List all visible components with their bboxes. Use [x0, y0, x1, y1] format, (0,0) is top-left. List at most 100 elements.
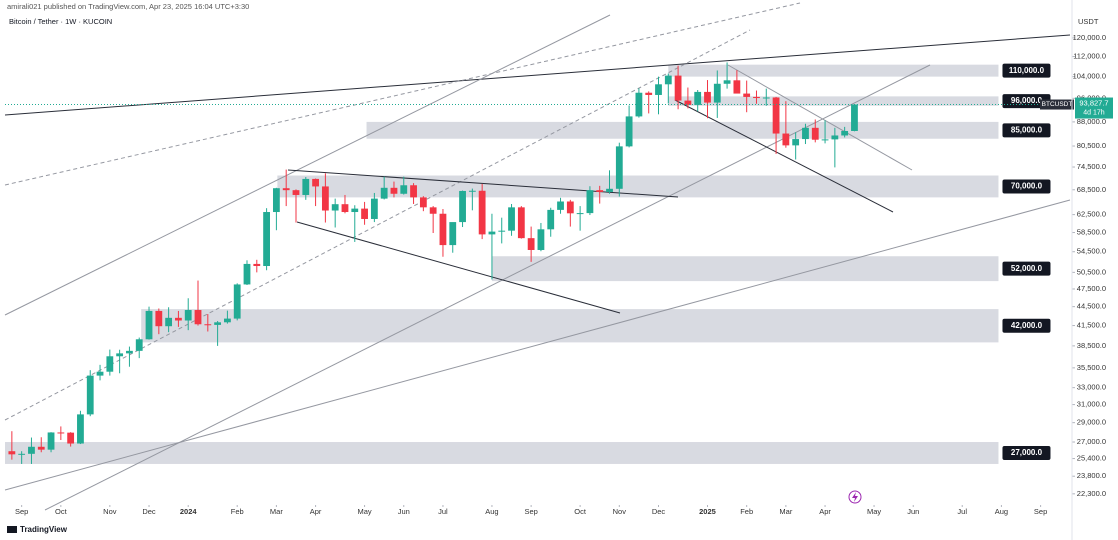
- y-tick-label: 54,500.0: [1077, 247, 1106, 256]
- candle-body: [331, 204, 339, 211]
- event-icon-bolt: [852, 492, 858, 502]
- y-tick-label: 41,500.0: [1077, 321, 1106, 330]
- axes: 120,000.0 112,000.0 104,000.0 96,000.0 88,00…: [5, 33, 1113, 516]
- trend-line: [4, 199, 1071, 491]
- candle-body: [655, 84, 662, 95]
- y-tick-label: 112,000.0: [1073, 52, 1106, 61]
- last-price-symbol-box: [1040, 99, 1074, 110]
- candle-body: [596, 190, 604, 192]
- last-price-label: 93,827.7: [1079, 99, 1108, 108]
- trend-line: [674, 99, 894, 213]
- trend-line: [4, 2, 801, 186]
- candle-body: [410, 185, 417, 198]
- x-tick-label: Feb: [231, 507, 244, 516]
- zone: [668, 96, 999, 106]
- candle-body: [86, 375, 94, 415]
- x-tick-label: May: [357, 507, 371, 516]
- candle-body: [429, 207, 437, 214]
- x-tick-label: Feb: [740, 507, 753, 516]
- x-tick-label: Oct: [55, 507, 68, 516]
- y-tick-label: 47,500.0: [1077, 284, 1106, 293]
- candle-body: [312, 178, 319, 187]
- x-tick-label: 2025: [699, 507, 716, 516]
- candle-body: [704, 91, 711, 103]
- candle-body: [282, 188, 290, 191]
- zone: [491, 256, 999, 282]
- brand-logo: [7, 526, 17, 533]
- x-tick-label: Apr: [819, 507, 831, 516]
- x-tick-label: Jun: [907, 507, 919, 516]
- candle-body: [67, 432, 75, 444]
- y-tick-label: 29,000.0: [1077, 418, 1106, 427]
- level-label: 42,000.0: [1011, 321, 1043, 330]
- candle-body: [713, 83, 721, 103]
- candle-body: [841, 130, 849, 136]
- zone: [366, 121, 999, 139]
- candle-body: [351, 208, 359, 213]
- level-label: 85,000.0: [1011, 125, 1043, 134]
- candle-body: [508, 207, 515, 231]
- level-label-box: [1002, 318, 1051, 333]
- x-tick-label: Jul: [438, 507, 448, 516]
- y-tick-label: 68,500.0: [1077, 185, 1106, 194]
- y-tick-label: 33,000.0: [1077, 383, 1106, 392]
- candle-body: [96, 371, 104, 376]
- candle-body: [243, 263, 251, 285]
- candle-body: [802, 127, 809, 140]
- candle-body: [782, 133, 790, 146]
- x-tick-label: Sep: [1034, 507, 1047, 516]
- candle-body: [811, 127, 819, 140]
- candle-body: [674, 75, 682, 101]
- x-tick-label: Apr: [310, 507, 322, 516]
- x-tick-label: Sep: [524, 507, 537, 516]
- candle-body: [576, 213, 584, 215]
- level-label: 96,000.0: [1011, 96, 1043, 105]
- candle-body: [263, 212, 270, 267]
- candle-body: [126, 350, 133, 354]
- candle-body: [694, 91, 702, 105]
- zone: [5, 442, 999, 464]
- candle-body: [18, 453, 26, 455]
- brand: TradingView: [7, 525, 68, 534]
- candle-body: [615, 146, 623, 189]
- candle-body: [625, 116, 633, 147]
- candle-body: [341, 204, 349, 213]
- candle-body: [57, 432, 65, 434]
- level-label: 27,000.0: [1011, 448, 1043, 457]
- candle-body: [557, 201, 564, 210]
- trend-line: [287, 169, 679, 198]
- x-tick-label: Dec: [142, 507, 156, 516]
- y-tick-label: 23,800.0: [1077, 471, 1106, 480]
- x-tick-label: May: [867, 507, 881, 516]
- candle-body: [459, 190, 466, 223]
- level-label: 52,000.0: [1011, 264, 1043, 273]
- candle-body: [224, 318, 231, 323]
- candle-body: [380, 187, 388, 199]
- y-tick-label: 22,300.0: [1077, 489, 1106, 498]
- candle-body: [204, 324, 212, 326]
- y-tick-label: 38,500.0: [1077, 341, 1106, 350]
- x-tick-label: Mar: [779, 507, 792, 516]
- x-tick-label: Jun: [398, 507, 410, 516]
- level-label: 70,000.0: [1011, 182, 1043, 191]
- level-label-box: [1002, 179, 1051, 194]
- publish-note: amirali021 published on TradingView.com,…: [7, 2, 249, 11]
- candle-body: [361, 208, 368, 219]
- candle-body: [233, 284, 241, 319]
- candle-body: [449, 222, 457, 246]
- level-label-box: [1002, 63, 1051, 78]
- candle-body: [547, 209, 555, 230]
- y-tick-label: 58,500.0: [1077, 228, 1106, 237]
- candle-body: [165, 317, 173, 327]
- x-tick-label: Nov: [103, 507, 117, 516]
- x-tick-label: Nov: [613, 507, 627, 516]
- candle-body: [370, 198, 378, 219]
- candles: [8, 62, 858, 464]
- last-price-countdown: 4d 17h: [1083, 109, 1105, 116]
- level-label-box: [1002, 261, 1051, 276]
- y-tick-label: 120,000.0: [1073, 33, 1106, 42]
- candle-body: [821, 139, 829, 141]
- last-price-symbol: BTCUSDT: [1042, 101, 1073, 108]
- trend-line: [296, 221, 621, 314]
- candle-body: [214, 322, 222, 325]
